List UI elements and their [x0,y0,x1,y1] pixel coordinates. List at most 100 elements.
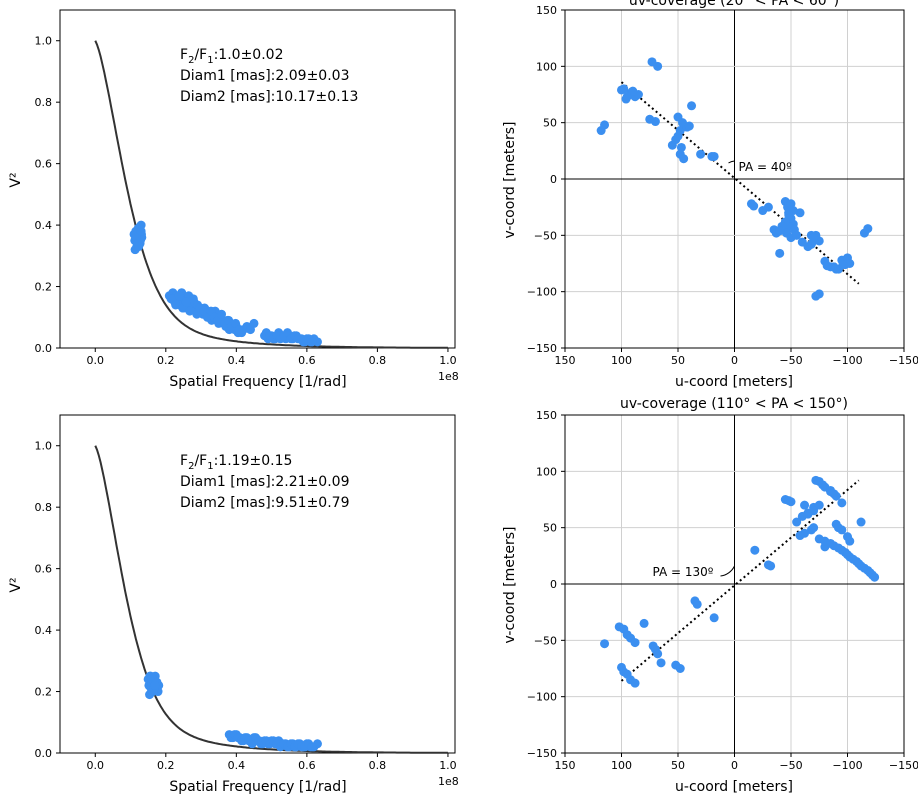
uv-point [647,57,657,67]
u-axis-label-bottom: u-coord [meters] [675,779,793,795]
uv-point [806,525,816,535]
fit-annotation-bottom: F2/F1:1.19±0.15 Diam1 [mas]:2.21±0.09 Di… [180,453,349,511]
uv-ticks-bottom: 150 100 50 0 −50 −100 −150 −150 −100 −50 0 50 100 150 [527,409,918,772]
uv-point [630,678,640,688]
uv-point [619,84,629,94]
fit-diam2-top: Diam2 [mas]:10.17±0.13 [180,89,358,105]
uv-point [656,658,666,668]
y-tick-label: 1.0 [35,440,53,453]
uv-point [696,149,706,159]
y-tick-label: 150 [536,4,557,17]
visibility-panel-top: 0.0 0.2 0.4 0.6 0.8 1.0 0.0 0.2 0.4 0.6 0.8 1.0 1e8… [8,9,459,390]
uv-point [673,112,683,122]
pa-line-bottom [620,479,860,682]
uv-point [684,121,694,131]
x-tick-label: 1.0 [439,354,457,367]
x-tick-label: 0.4 [228,354,246,367]
uv-point [795,208,805,218]
y-tick-label: 0.8 [35,501,53,514]
x-tick-label: 100 [611,759,632,772]
x-tick-label: −100 [832,759,862,772]
pa-label-bottom: PA = 130º [653,565,714,579]
uv-point [750,545,760,555]
y-tick-label: 50 [543,117,557,130]
visibility-point [171,300,181,310]
x-tick-label: 0.2 [157,759,175,772]
uv-point [838,260,848,270]
uv-point [679,154,689,164]
fit-diam2-bottom: Diam2 [mas]:9.51±0.79 [180,495,349,511]
x-tick-label: −150 [889,759,918,772]
uv-points-top [596,57,873,301]
uv-point [863,224,873,234]
uv-point [775,226,785,236]
uv-ticks-top: 150 100 50 0 −50 −100 −150 −150 −100 −50 0 50 100 150 [527,4,918,367]
visibility-panel-bottom: 0.0 0.2 0.4 0.6 0.8 1.0 0.0 0.2 0.4 0.6 0.8 1.0 1e8… [8,414,459,795]
uv-panel-bottom: 150 100 50 0 −50 −100 −150−150−100−50050100150… [502,396,918,795]
uv-point [709,151,719,161]
uv-point [650,117,660,127]
visibility-point [146,671,156,681]
visibility-model-curve-bottom [94,445,448,754]
uv-point [792,230,802,240]
visibility-point [188,294,198,304]
uv-point [803,509,813,519]
y-tick-label: 0 [550,173,557,186]
uv-point [837,525,847,535]
y-tick-label: 0.2 [35,281,53,294]
x-tick-label: 0.0 [87,759,105,772]
visibility-point [185,306,195,316]
y-tick-label: 50 [543,522,557,535]
y-tick-label: 0.2 [35,686,53,699]
uv-title-bottom: uv-coverage (110° < PA < 150°) [620,396,848,412]
uv-point [792,517,802,527]
uv-point [870,572,880,582]
fit-diam1-top: Diam1 [mas]:2.09±0.03 [180,68,349,84]
u-axis-label-top: u-coord [meters] [675,374,793,390]
y-tick-label: 0.4 [35,219,53,232]
x-multiplier-bottom: 1e8 [438,775,459,788]
uv-point [600,639,610,649]
y-tick-label: −100 [527,691,557,704]
uv-point [811,291,821,301]
x-tick-label: 1.0 [439,759,457,772]
visibility-model-curve-top [94,40,448,349]
uv-panel-top: 150 100 50 0 −50 −100 −150−150−100−50050100150… [502,0,918,390]
uv-point [749,201,759,211]
x-axis-label-bottom: Spatial Frequency [1/rad] [169,779,346,795]
uv-point [786,497,796,507]
y-tick-label: 0.8 [35,96,53,109]
y-tick-label: 0.4 [35,624,53,637]
visibility-point [307,337,317,347]
pa-arc-bottom [720,565,735,577]
x-tick-label: 0.8 [369,354,387,367]
v-axis-label-top: v-coord [meters] [502,122,518,239]
uv-point [622,92,632,102]
uv-point [639,618,649,628]
x-tick-label: 0.6 [298,354,316,367]
uv-point [600,120,610,130]
uv-point [687,101,697,111]
visibility-point [136,226,146,236]
pa-arc-top [728,160,735,164]
uv-point [675,664,685,673]
uv-point [630,638,640,648]
uv-point [800,500,810,510]
visibility-point [181,297,191,307]
uv-point [822,261,832,271]
y-tick-label: −150 [527,747,557,760]
x-tick-label: −50 [779,354,802,367]
x-tick-label: −50 [779,759,802,772]
uv-point [837,498,847,508]
y-tick-label: −50 [534,634,557,647]
v-axis-label-bottom: v-coord [meters] [502,527,518,644]
y-tick-label: 100 [536,60,557,73]
uv-point [845,259,855,268]
fit-diam1-bottom: Diam1 [mas]:2.21±0.09 [180,474,349,490]
visibility-axes-frame-bottom [59,414,456,754]
uv-point [758,206,768,216]
fit-annotation-top: F2/F1:1.0±0.02 Diam1 [mas]:2.09±0.03 Dia… [180,47,358,105]
y-tick-label: −50 [534,229,557,242]
y-tick-label: 100 [536,465,557,478]
